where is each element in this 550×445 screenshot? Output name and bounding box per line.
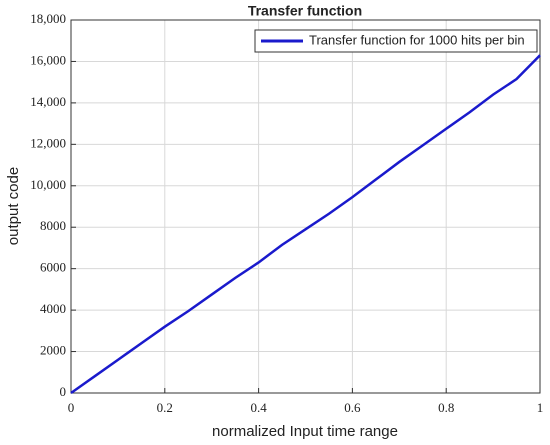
y-tick-label: 8000 <box>40 218 66 233</box>
y-tick-label: 10,000 <box>30 177 66 192</box>
y-axis-label: output code <box>5 167 22 245</box>
y-tick-label: 12,000 <box>30 135 66 150</box>
plot-frame <box>70 19 541 394</box>
x-tick-label: 0 <box>68 400 75 415</box>
y-tick-label: 18,000 <box>30 11 66 26</box>
chart-title: Transfer function <box>248 3 362 19</box>
x-axis-label: normalized Input time range <box>212 423 398 440</box>
x-tick-label: 0.8 <box>438 400 454 415</box>
data-line <box>70 54 541 395</box>
y-tick-label: 6000 <box>40 260 66 275</box>
y-tick-label: 16,000 <box>30 52 66 67</box>
x-tick-label: 0.2 <box>157 400 173 415</box>
x-tick-label: 1 <box>537 400 544 415</box>
x-tick-label: 0.6 <box>344 400 361 415</box>
y-tick-label: 4000 <box>40 301 66 316</box>
x-tick-label: 0.4 <box>250 400 267 415</box>
legend-label: Transfer function for 1000 hits per bin <box>309 32 525 47</box>
y-tick-label: 14,000 <box>30 94 66 109</box>
y-tick-label: 0 <box>60 384 67 399</box>
legend-box <box>254 29 538 53</box>
y-tick-label: 2000 <box>40 343 66 358</box>
